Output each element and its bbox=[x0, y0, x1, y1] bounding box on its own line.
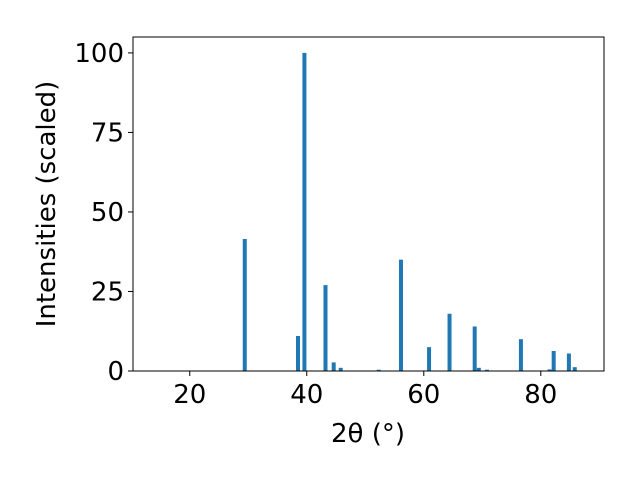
bar bbox=[331, 362, 336, 371]
y-tick-label: 25 bbox=[91, 277, 124, 307]
bar bbox=[398, 259, 403, 371]
x-tick-label: 60 bbox=[407, 380, 440, 410]
x-tick-label: 80 bbox=[524, 380, 557, 410]
x-axis-label: 2θ (°) bbox=[331, 419, 405, 449]
y-tick-label: 0 bbox=[107, 357, 124, 387]
bar bbox=[476, 367, 481, 371]
y-tick-label: 75 bbox=[91, 118, 124, 148]
bar bbox=[427, 347, 432, 371]
plot-frame bbox=[132, 36, 605, 372]
y-tick-label: 100 bbox=[74, 39, 124, 69]
bar bbox=[484, 369, 489, 371]
bar bbox=[572, 367, 577, 371]
y-tick-label: 50 bbox=[91, 198, 124, 228]
x-tick-label: 40 bbox=[290, 380, 323, 410]
bar bbox=[376, 369, 381, 371]
bar bbox=[323, 285, 328, 371]
bar bbox=[338, 367, 343, 371]
bar bbox=[518, 339, 523, 371]
x-tick-label: 20 bbox=[173, 380, 206, 410]
bar bbox=[547, 369, 552, 371]
y-axis-label: Intensities (scaled) bbox=[32, 81, 62, 328]
bar bbox=[447, 313, 452, 371]
bar bbox=[551, 350, 556, 371]
bar bbox=[472, 326, 477, 371]
bar bbox=[295, 336, 300, 371]
bar bbox=[566, 353, 571, 371]
bar bbox=[242, 238, 247, 371]
bar bbox=[302, 52, 307, 372]
